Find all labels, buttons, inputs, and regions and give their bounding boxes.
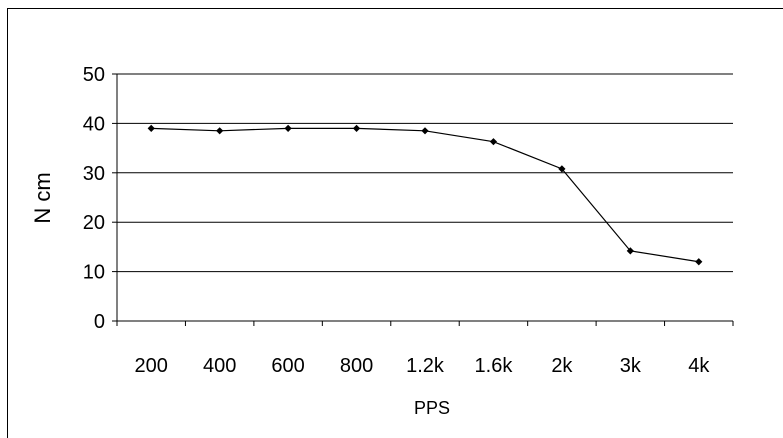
x-tick-labels: 200 400 600 800 1.2k 1.6k 2k 3k 4k: [135, 355, 711, 377]
data-point: [284, 124, 292, 132]
y-tick-label: 0: [94, 311, 105, 333]
data-point: [489, 138, 498, 146]
x-tick-label: 3k: [620, 355, 642, 377]
y-tick-labels: 0 10 20 30 40 50: [83, 64, 105, 333]
chart-frame: [7, 8, 783, 438]
x-tick-label: 400: [203, 355, 236, 377]
data-point: [352, 124, 361, 132]
y-axis-title: N cm: [30, 172, 55, 223]
x-tick-label: 4k: [688, 355, 710, 377]
y-tick-label: 40: [83, 113, 105, 135]
y-tick-label: 30: [83, 163, 105, 185]
x-tick-label: 2k: [551, 355, 573, 377]
x-tick-label: 1.2k: [406, 355, 445, 377]
data-point: [558, 165, 566, 173]
data-point: [421, 127, 429, 135]
data-point: [216, 127, 224, 135]
x-tick-label: 800: [340, 355, 373, 377]
data-series: [147, 124, 703, 266]
axes: [112, 73, 734, 326]
series-line: [151, 127, 699, 263]
y-tick-label: 50: [83, 64, 105, 86]
x-tick-label: 600: [271, 355, 304, 377]
grid-lines: [117, 73, 733, 273]
y-tick-label: 20: [83, 212, 105, 234]
y-tick-label: 10: [83, 262, 105, 284]
x-axis-title: PPS: [414, 398, 450, 418]
x-tick-label: 200: [135, 355, 168, 377]
x-tick-label: 1.6k: [475, 355, 514, 377]
data-point: [147, 124, 155, 132]
data-point: [695, 258, 703, 266]
data-point: [626, 247, 634, 255]
